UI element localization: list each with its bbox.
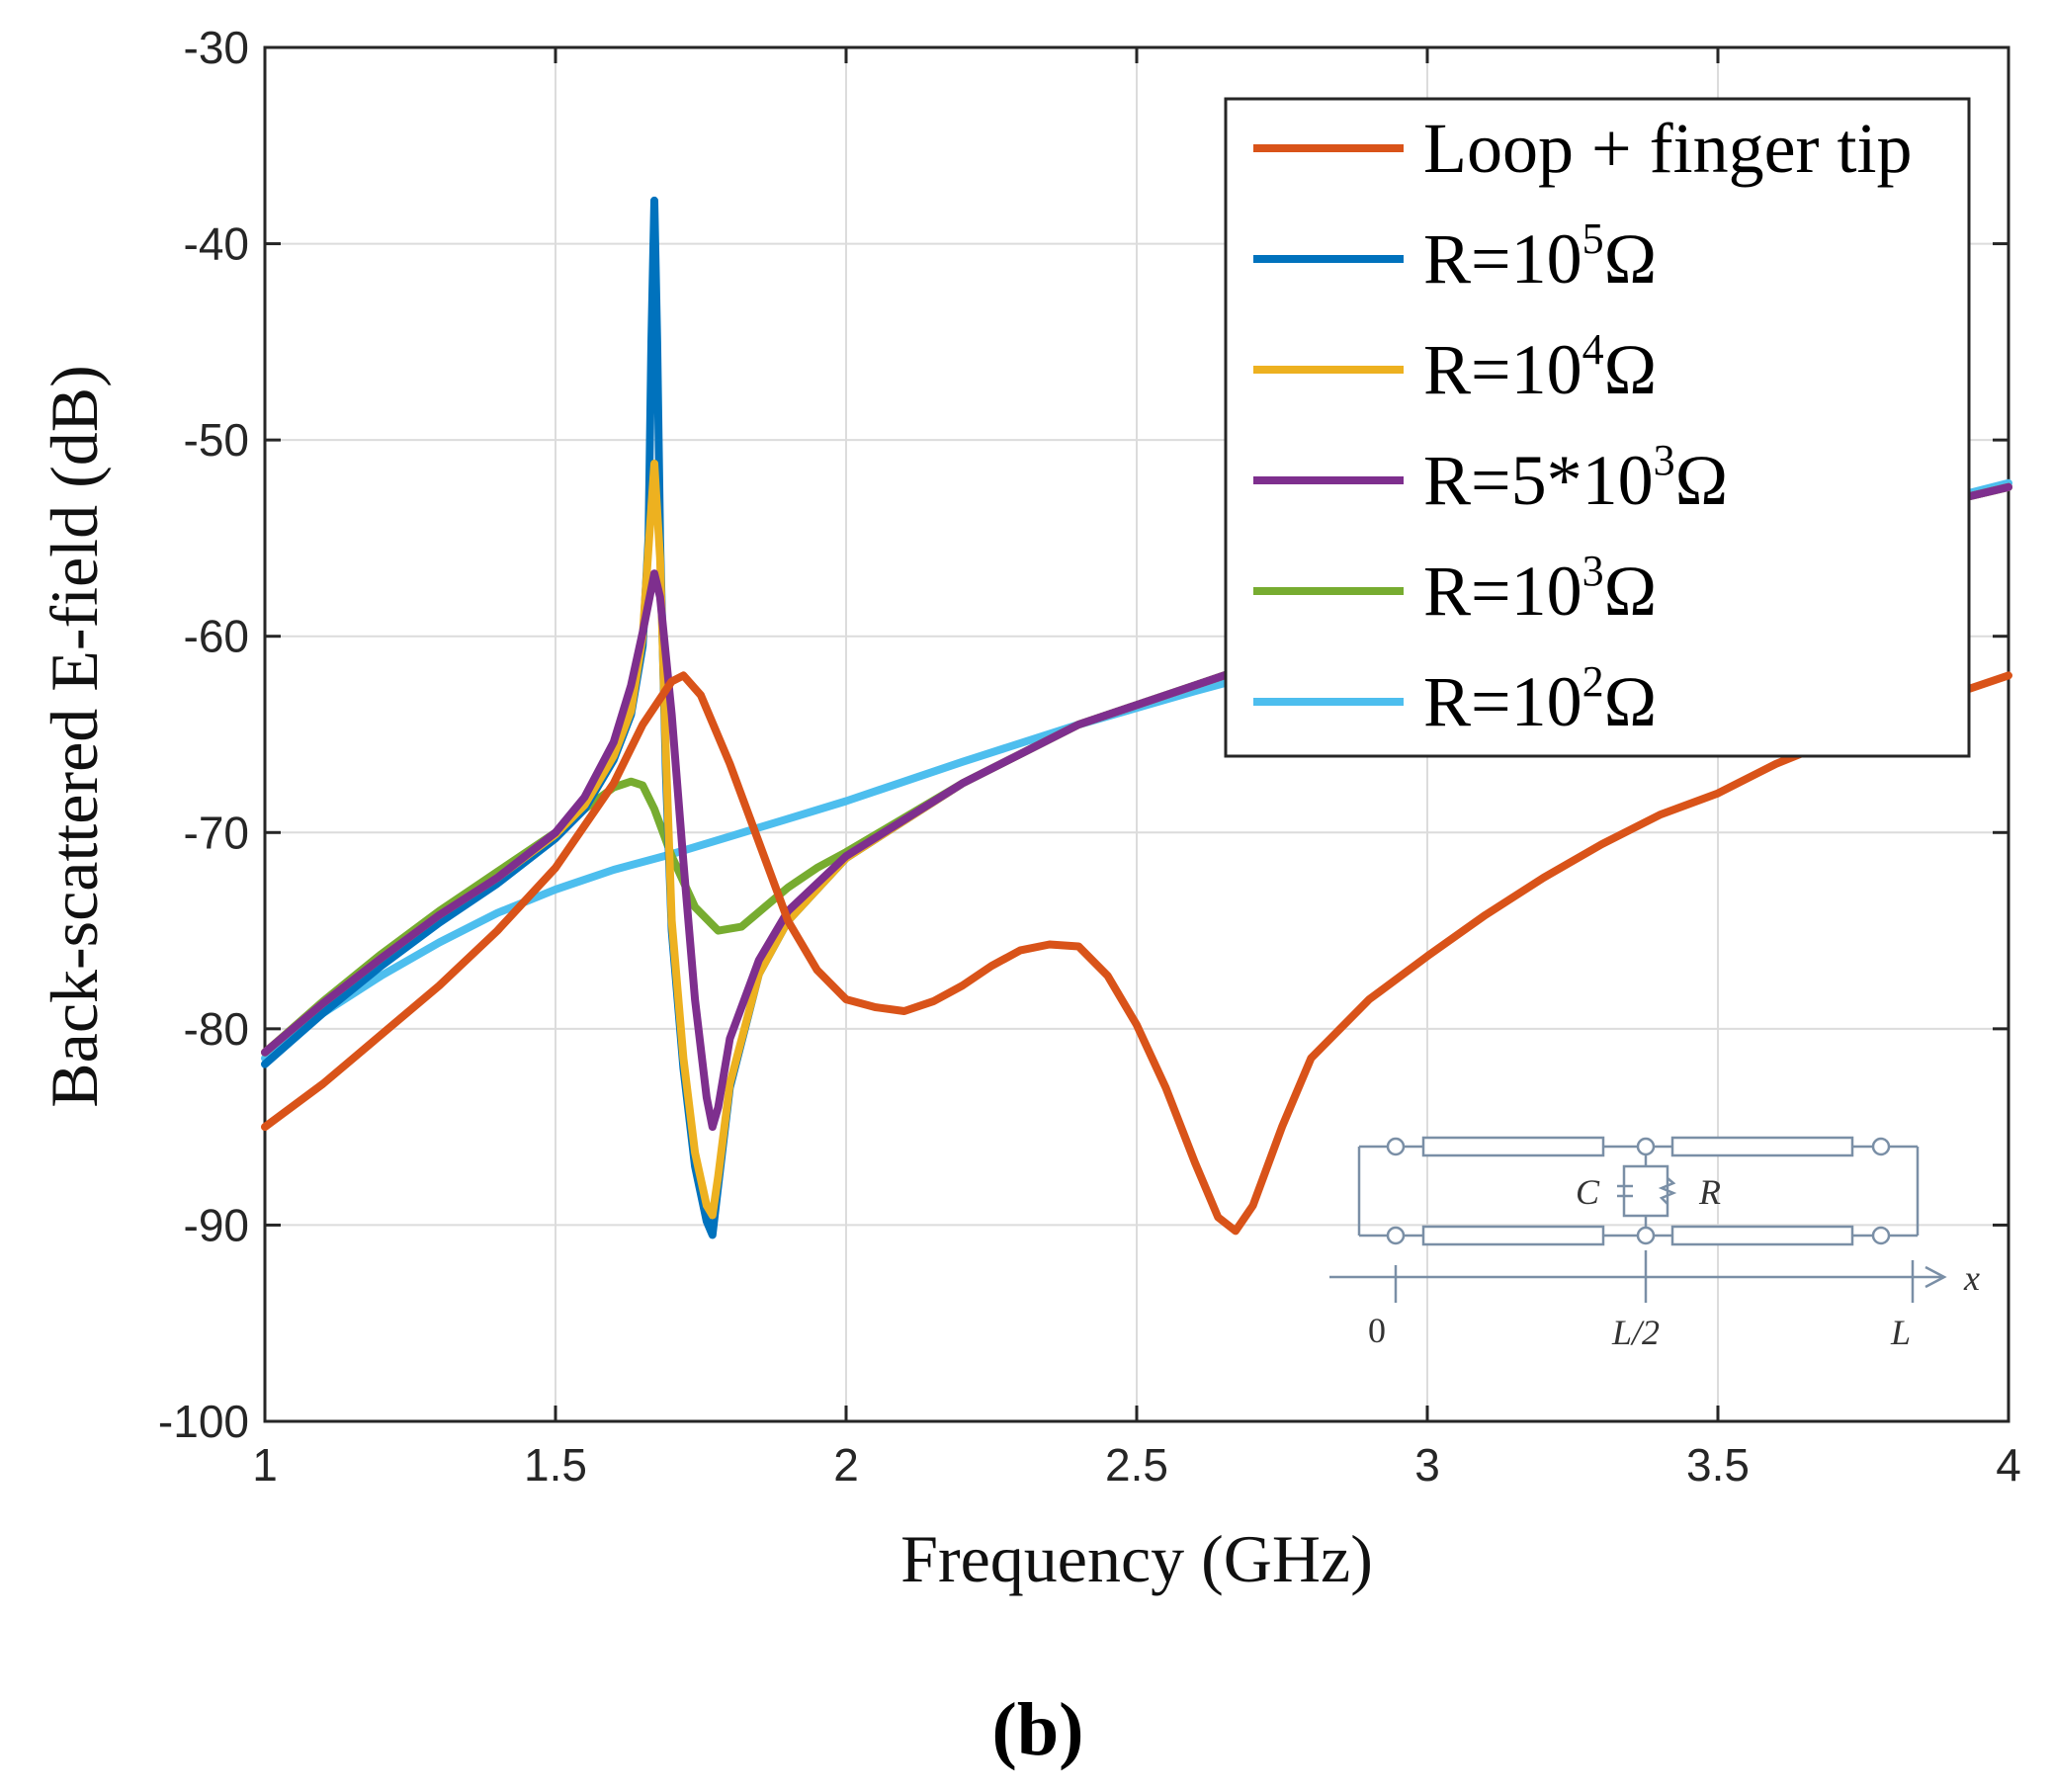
y-tick-label: -30: [184, 22, 249, 73]
y-tick-label: -80: [184, 1003, 249, 1055]
inset-port-3: [1871, 1137, 1891, 1156]
y-tick-label: -50: [184, 414, 249, 466]
legend-label-2: R=104Ω: [1423, 325, 1657, 409]
x-axis-title: Frequency (GHz): [900, 1521, 1373, 1596]
y-tick-label: -60: [184, 611, 249, 662]
inset-label-half: L/2: [1611, 1313, 1660, 1352]
inset-line-segment-1: [1421, 1136, 1605, 1157]
tick-labels: 1 1.5 2 2.5 3 3.5 4 -100 -90 -80 -70 -60 -50 -40 -30: [158, 22, 2021, 1491]
inset-port-1: [1386, 1137, 1406, 1156]
axes: [263, 45, 2010, 1423]
inset-line-segment-2: [1670, 1136, 1854, 1157]
x-tick-label: 2: [833, 1439, 859, 1491]
circuit-inset: [1329, 1136, 1947, 1303]
inset-label-r: R: [1698, 1172, 1721, 1212]
inset-resistor: [1658, 1177, 1677, 1205]
inset-port-4: [1386, 1226, 1406, 1245]
legend-label-4: R=103Ω: [1423, 547, 1657, 631]
x-tick-label: 4: [1996, 1439, 2021, 1491]
x-tick-label: 3: [1414, 1439, 1440, 1491]
legend-label-5: R=102Ω: [1423, 657, 1657, 741]
legend-label-0: Loop + finger tip: [1423, 109, 1913, 188]
series-line-0: [261, 671, 2012, 1236]
x-tick-label: 2.5: [1105, 1439, 1168, 1491]
x-tick-label: 3.5: [1686, 1439, 1750, 1491]
inset-x-arrow: [1924, 1265, 1947, 1289]
panel-label: (b): [992, 1688, 1084, 1771]
x-tick-label: 1.5: [524, 1439, 587, 1491]
legend: Loop + finger tip R=105Ω R=104Ω R=5*103Ω R=1…: [1224, 97, 1971, 758]
inset-label-c: C: [1576, 1172, 1600, 1212]
inset-port-2: [1636, 1137, 1656, 1156]
y-tick-label: -70: [184, 807, 249, 858]
y-tick-label: -100: [158, 1396, 249, 1447]
inset-label-x: x: [1963, 1258, 1980, 1298]
inset-port-5: [1636, 1226, 1656, 1245]
inset-label-full: L: [1890, 1313, 1911, 1352]
y-tick-label: -90: [184, 1199, 249, 1250]
inset-port-6: [1871, 1226, 1891, 1245]
x-tick-label: 1: [252, 1439, 278, 1491]
y-axis-title: Back-scattered E-field (dB): [37, 365, 112, 1107]
legend-label-1: R=105Ω: [1423, 214, 1657, 299]
inset-line-segment-4: [1670, 1225, 1854, 1246]
inset-label-zero: 0: [1368, 1311, 1386, 1350]
legend-box: [1224, 97, 1971, 758]
legend-label-3: R=5*103Ω: [1423, 436, 1728, 520]
y-tick-label: -40: [184, 218, 249, 270]
inset-line-segment-3: [1421, 1225, 1605, 1246]
